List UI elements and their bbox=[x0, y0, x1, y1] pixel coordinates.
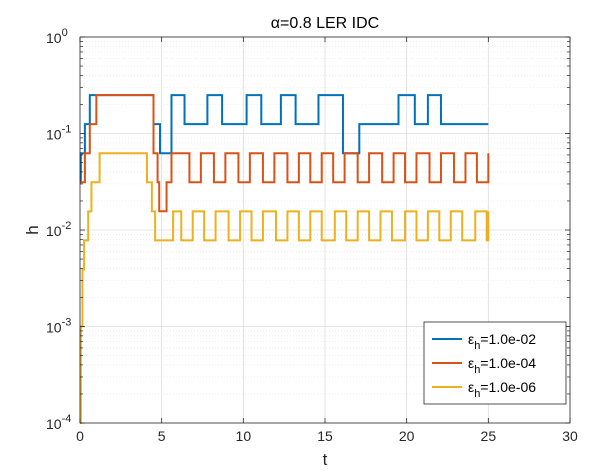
y-tick-label: 10-4 bbox=[46, 413, 71, 432]
x-tick-label: 25 bbox=[481, 428, 497, 444]
series-line-2 bbox=[80, 94, 490, 213]
legend-label-3: εh=1.0e-06 bbox=[468, 379, 536, 400]
y-tick-label: 10-1 bbox=[46, 124, 71, 143]
chart-title: α=0.8 LER IDC bbox=[271, 15, 379, 32]
y-tick-label: 10-3 bbox=[46, 317, 71, 336]
x-tick-label: 20 bbox=[399, 428, 415, 444]
y-tick-label: 100 bbox=[46, 27, 68, 46]
x-tick-label: 30 bbox=[562, 428, 578, 444]
y-tick-label: 10-2 bbox=[46, 220, 71, 239]
y-axis-label: h bbox=[23, 225, 42, 234]
x-tick-label: 15 bbox=[317, 428, 333, 444]
legend-label-2: εh=1.0e-04 bbox=[468, 355, 536, 376]
series-line-3 bbox=[79, 152, 490, 424]
legend: εh=1.0e-02 εh=1.0e-04 εh=1.0e-06 bbox=[423, 321, 567, 405]
legend-label-1: εh=1.0e-02 bbox=[468, 331, 536, 352]
axis-ticks bbox=[79, 36, 571, 424]
series-layer bbox=[79, 94, 490, 424]
x-axis-label: t bbox=[323, 450, 328, 469]
x-tick-label: 10 bbox=[236, 428, 252, 444]
x-tick-label: 5 bbox=[158, 428, 166, 444]
tick-labels: 0 5 10 15 20 25 30 10-4 10-3 10-2 10-1 100 bbox=[46, 27, 578, 444]
x-tick-label: 0 bbox=[76, 428, 84, 444]
